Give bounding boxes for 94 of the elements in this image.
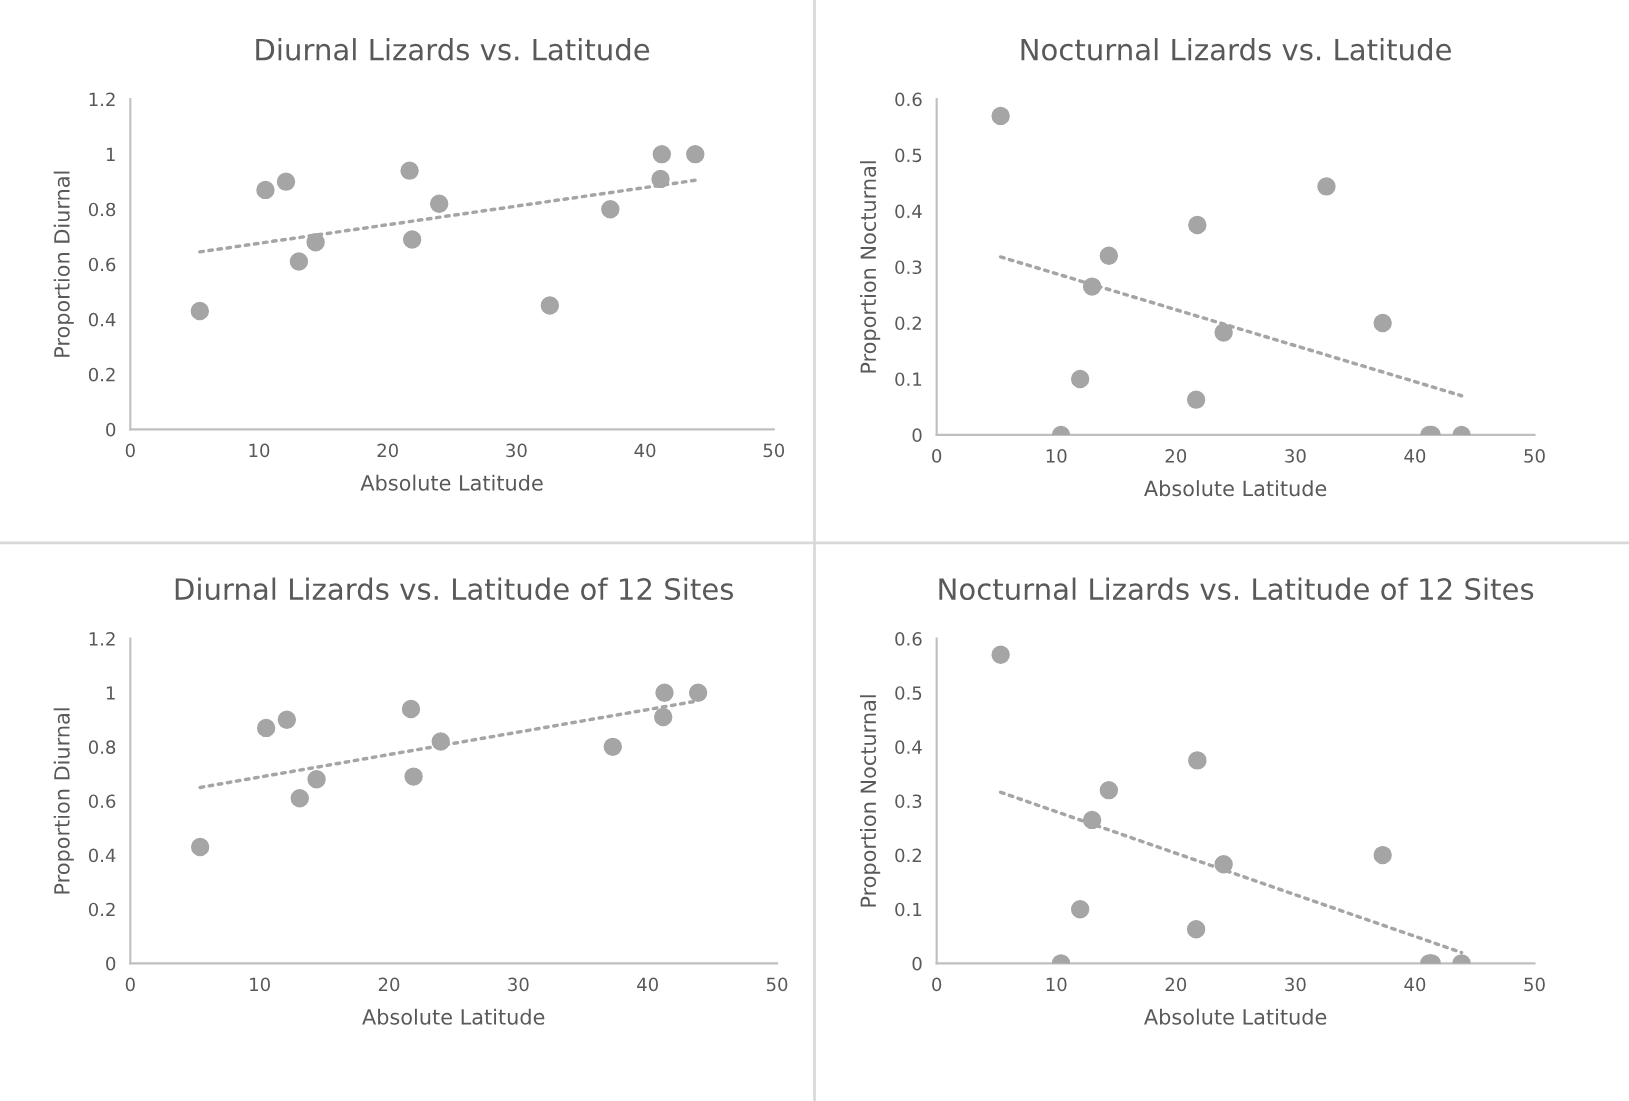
x-axis-title: Absolute Latitude: [360, 474, 543, 491]
y-tick-label: 0.8: [88, 740, 116, 754]
x-tick-label: 50: [766, 977, 788, 992]
y-tick-label: 0.2: [895, 316, 921, 331]
chart-title: Diurnal Lizards vs. Latitude: [256, 38, 650, 61]
point: [276, 172, 296, 191]
point: [654, 707, 673, 727]
point: [540, 296, 560, 315]
y-tick-label: 0.8: [88, 202, 116, 217]
y-tick-label: 0.3: [895, 260, 922, 275]
x-tick-label: 10: [1046, 977, 1067, 992]
point: [190, 837, 210, 857]
x-tick-label: 0: [125, 977, 135, 992]
point: [601, 199, 620, 219]
y-tick-label: 0.6: [88, 257, 116, 272]
y-tick-label: 0.2: [88, 367, 115, 382]
point: [256, 180, 275, 200]
point: [307, 770, 326, 789]
point: [1188, 751, 1207, 770]
point: [651, 169, 670, 189]
point: [1373, 845, 1392, 865]
y-tick-label: 0.2: [895, 848, 921, 863]
point: [603, 737, 622, 757]
y-tick-label: 1: [106, 686, 115, 700]
point: [277, 710, 297, 729]
y-axis-title: Proportion Diurnal: [53, 171, 74, 357]
chart-title: Diurnal Lizards vs. Latitude of 12 Sites: [175, 577, 734, 601]
x-tick-label: 40: [1404, 977, 1426, 992]
point: [1099, 780, 1119, 800]
point: [404, 767, 423, 786]
y-tick-label: 0.4: [88, 312, 116, 327]
point: [190, 301, 210, 321]
x-axis-title: Absolute Latitude: [1144, 480, 1327, 497]
chart-title: Nocturnal Lizards vs. Latitude: [1021, 38, 1451, 61]
y-tick-label: 0.4: [88, 848, 116, 863]
y-tick-label: 0.5: [895, 686, 922, 700]
y-tick-label: 0: [106, 422, 116, 437]
x-tick-label: 50: [1524, 449, 1545, 463]
x-tick-label: 30: [508, 977, 529, 992]
y-tick-label: 0: [912, 428, 922, 443]
x-tick-label: 30: [1285, 449, 1306, 463]
y-tick-label: 0.3: [895, 794, 922, 809]
x-tick-label: 50: [1524, 977, 1545, 992]
x-axis-title: Absolute Latitude: [362, 1008, 545, 1025]
y-tick-label: 0.1: [895, 902, 922, 917]
x-tick-label: 10: [1046, 449, 1067, 463]
point: [1214, 855, 1233, 874]
point: [289, 252, 309, 271]
y-tick-label: 0.6: [895, 632, 922, 646]
y-tick-label: 0: [912, 956, 922, 971]
y-axis-title: Proportion Diurnal: [53, 708, 74, 894]
point: [655, 683, 674, 702]
x-tick-label: 20: [1165, 977, 1187, 992]
y-tick-label: 0.5: [895, 148, 922, 163]
point: [429, 194, 449, 213]
y-tick-label: 0.4: [895, 740, 922, 754]
y-tick-label: 1: [106, 147, 115, 161]
point: [688, 683, 708, 702]
point: [401, 699, 421, 719]
x-tick-label: 30: [506, 443, 527, 458]
point: [1082, 810, 1102, 830]
y-tick-label: 0.4: [895, 204, 922, 219]
point: [402, 230, 422, 249]
y-tick-label: 0.6: [88, 794, 116, 809]
x-tick-label: 40: [637, 977, 658, 992]
point: [431, 732, 450, 751]
y-tick-label: 1.2: [89, 92, 115, 106]
point: [400, 161, 419, 180]
x-tick-label: 20: [1165, 449, 1187, 463]
y-axis-title: Proportion Nocturnal: [860, 161, 881, 373]
point: [686, 144, 705, 164]
x-axis-title: Absolute Latitude: [1144, 1008, 1327, 1025]
point: [306, 233, 325, 252]
x-tick-label: 10: [250, 977, 270, 992]
x-tick-label: 30: [1285, 977, 1306, 992]
y-tick-label: 0: [106, 956, 116, 971]
x-tick-label: 20: [378, 977, 400, 992]
x-tick-label: 40: [1404, 449, 1426, 463]
x-tick-label: 10: [249, 443, 270, 458]
x-tick-label: 20: [377, 443, 398, 458]
point: [290, 789, 309, 808]
x-tick-label: 0: [932, 449, 942, 463]
y-tick-label: 1.2: [89, 632, 115, 646]
y-axis-title: Proportion Nocturnal: [860, 695, 881, 907]
x-tick-label: 50: [763, 443, 785, 458]
y-tick-label: 0.1: [895, 372, 922, 387]
point: [256, 718, 276, 738]
x-tick-label: 40: [634, 443, 656, 458]
y-tick-label: 0.6: [895, 92, 922, 107]
x-tick-label: 0: [932, 977, 942, 992]
point: [652, 144, 672, 164]
y-tick-label: 0.2: [88, 902, 115, 917]
chart-title: Nocturnal Lizards vs. Latitude of 12 Sites: [939, 577, 1534, 601]
x-tick-label: 0: [125, 443, 135, 458]
